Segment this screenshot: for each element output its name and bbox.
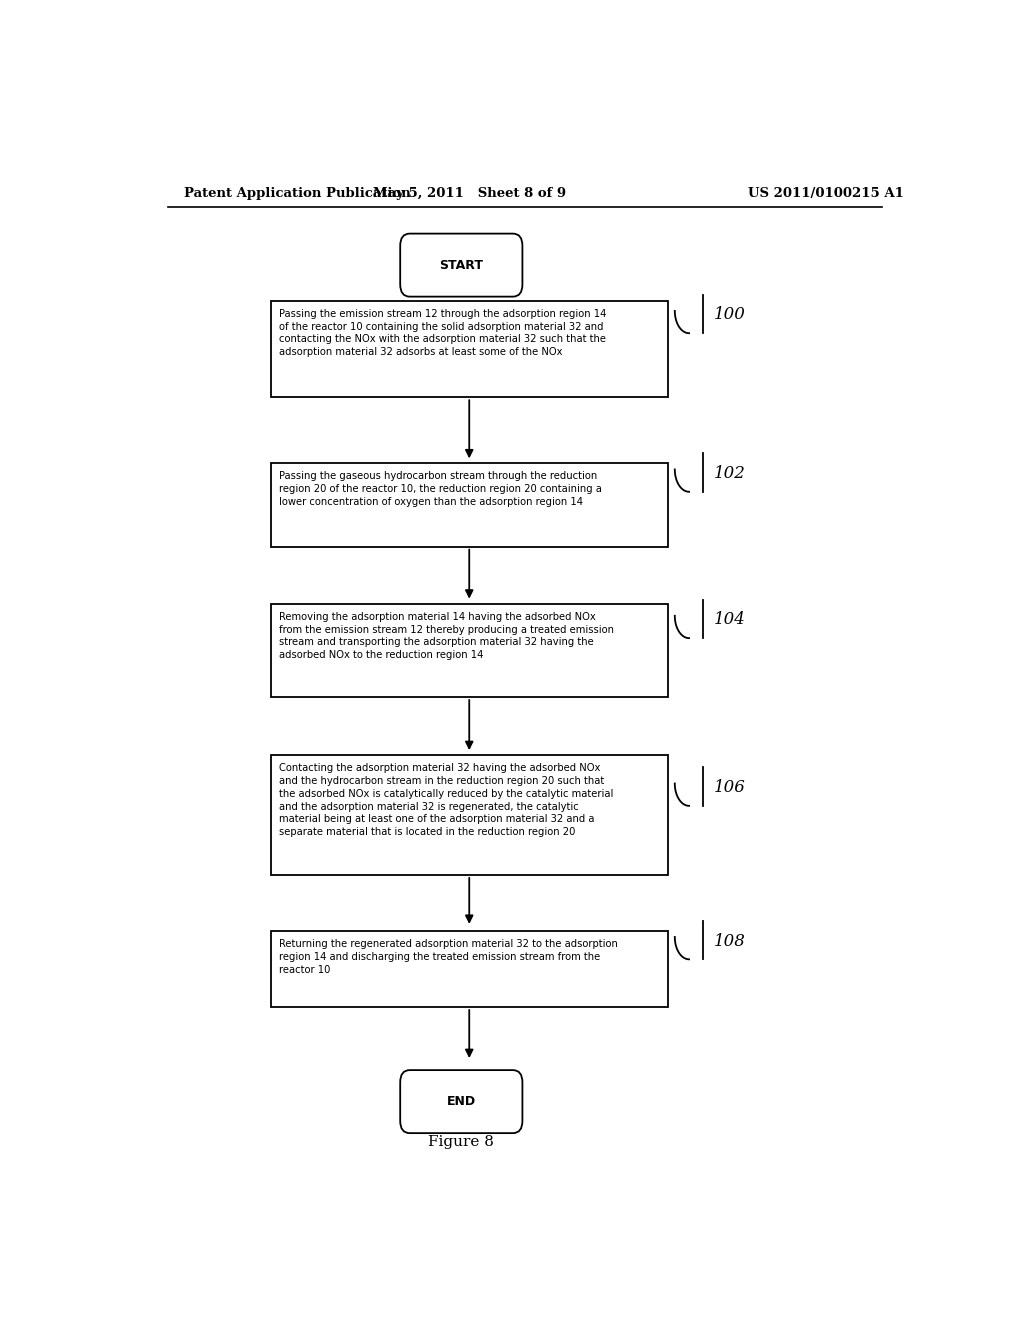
Text: Figure 8: Figure 8: [428, 1135, 495, 1150]
Text: 102: 102: [714, 465, 745, 482]
Bar: [270, 755, 668, 875]
Bar: [270, 931, 668, 1007]
Text: Patent Application Publication: Patent Application Publication: [183, 187, 411, 201]
Text: 100: 100: [714, 306, 745, 323]
Bar: [270, 301, 668, 397]
Text: US 2011/0100215 A1: US 2011/0100215 A1: [749, 187, 904, 201]
Text: May 5, 2011   Sheet 8 of 9: May 5, 2011 Sheet 8 of 9: [373, 187, 566, 201]
Text: 104: 104: [714, 611, 745, 628]
Text: 108: 108: [714, 932, 745, 949]
Text: START: START: [439, 259, 483, 272]
Text: Returning the regenerated adsorption material 32 to the adsorption
region 14 and: Returning the regenerated adsorption mat…: [279, 939, 617, 974]
FancyBboxPatch shape: [400, 234, 522, 297]
Text: END: END: [446, 1096, 476, 1107]
Text: Passing the gaseous hydrocarbon stream through the reduction
region 20 of the re: Passing the gaseous hydrocarbon stream t…: [279, 471, 602, 507]
Text: Removing the adsorption material 14 having the adsorbed NOx
from the emission st: Removing the adsorption material 14 havi…: [279, 611, 613, 660]
Text: Passing the emission stream 12 through the adsorption region 14
of the reactor 1: Passing the emission stream 12 through t…: [279, 309, 606, 358]
FancyBboxPatch shape: [400, 1071, 522, 1133]
Text: 106: 106: [714, 779, 745, 796]
Bar: [270, 603, 668, 697]
Text: Contacting the adsorption material 32 having the adsorbed NOx
and the hydrocarbo: Contacting the adsorption material 32 ha…: [279, 763, 613, 837]
Bar: [270, 463, 668, 546]
